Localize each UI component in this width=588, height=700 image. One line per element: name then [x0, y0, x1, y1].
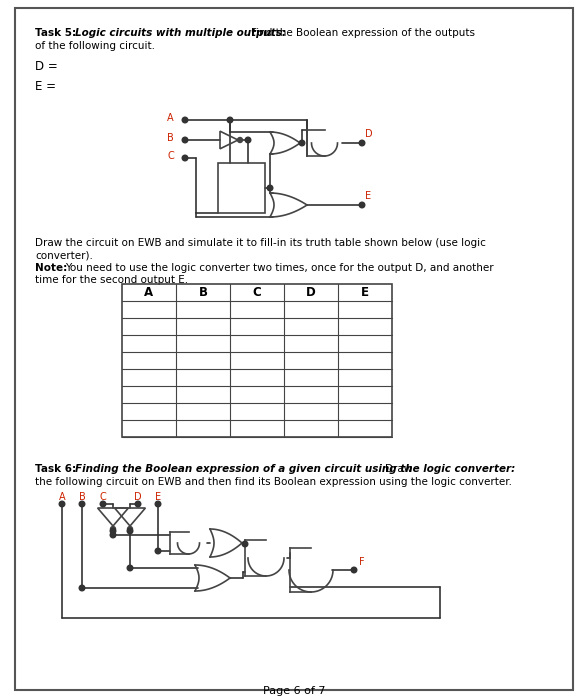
Text: Page 6 of 7: Page 6 of 7: [263, 686, 325, 696]
Text: B: B: [199, 286, 208, 299]
Text: the following circuit on EWB and then find its Boolean expression using the logi: the following circuit on EWB and then fi…: [35, 477, 512, 487]
Text: D: D: [306, 286, 316, 299]
Text: Find the Boolean expression of the outputs: Find the Boolean expression of the outpu…: [251, 28, 475, 38]
Circle shape: [135, 501, 141, 507]
Circle shape: [100, 501, 106, 507]
Text: converter).: converter).: [35, 250, 93, 260]
Circle shape: [127, 528, 133, 534]
Text: A: A: [145, 286, 153, 299]
Circle shape: [299, 140, 305, 146]
Text: E =: E =: [35, 80, 56, 93]
Circle shape: [182, 117, 188, 122]
Text: time for the second output E.: time for the second output E.: [35, 275, 188, 285]
Text: C: C: [253, 286, 262, 299]
Text: C: C: [99, 492, 106, 502]
Circle shape: [59, 501, 65, 507]
Circle shape: [182, 137, 188, 143]
Circle shape: [359, 202, 365, 208]
Text: Draw the circuit on EWB and simulate it to fill-in its truth table shown below (: Draw the circuit on EWB and simulate it …: [35, 238, 486, 248]
Text: B: B: [79, 492, 85, 502]
Circle shape: [128, 526, 132, 531]
Text: D =: D =: [35, 60, 58, 73]
Text: E: E: [155, 492, 161, 502]
Text: Task 6:: Task 6:: [35, 464, 76, 474]
Text: F: F: [359, 557, 365, 567]
Circle shape: [79, 501, 85, 507]
Circle shape: [227, 117, 233, 122]
Circle shape: [359, 140, 365, 146]
Circle shape: [155, 548, 161, 554]
Circle shape: [238, 137, 242, 143]
Text: D: D: [365, 129, 373, 139]
Text: C: C: [167, 151, 173, 161]
Text: Draw: Draw: [385, 464, 412, 474]
Text: Note:: Note:: [35, 263, 67, 273]
Text: Task 5:: Task 5:: [35, 28, 76, 38]
Circle shape: [155, 501, 161, 507]
Circle shape: [110, 528, 116, 534]
Circle shape: [242, 541, 248, 547]
Text: D: D: [134, 492, 142, 502]
Text: A: A: [59, 492, 65, 502]
Circle shape: [111, 526, 115, 531]
Text: of the following circuit.: of the following circuit.: [35, 41, 155, 51]
Circle shape: [267, 186, 273, 191]
Circle shape: [351, 567, 357, 573]
Circle shape: [245, 137, 251, 143]
Text: Finding the Boolean expression of a given circuit using the logic converter:: Finding the Boolean expression of a give…: [75, 464, 515, 474]
Text: E: E: [361, 286, 369, 299]
Circle shape: [110, 532, 116, 538]
Bar: [122, 284, 392, 437]
Bar: [218, 163, 265, 213]
Text: B: B: [167, 133, 173, 143]
Circle shape: [79, 585, 85, 591]
Text: Logic circuits with multiple outputs:: Logic circuits with multiple outputs:: [75, 28, 286, 38]
Text: You need to use the logic converter two times, once for the output D, and anothe: You need to use the logic converter two …: [65, 263, 493, 273]
Circle shape: [182, 155, 188, 161]
Text: E: E: [365, 191, 371, 201]
Text: A: A: [167, 113, 173, 123]
Circle shape: [127, 565, 133, 570]
